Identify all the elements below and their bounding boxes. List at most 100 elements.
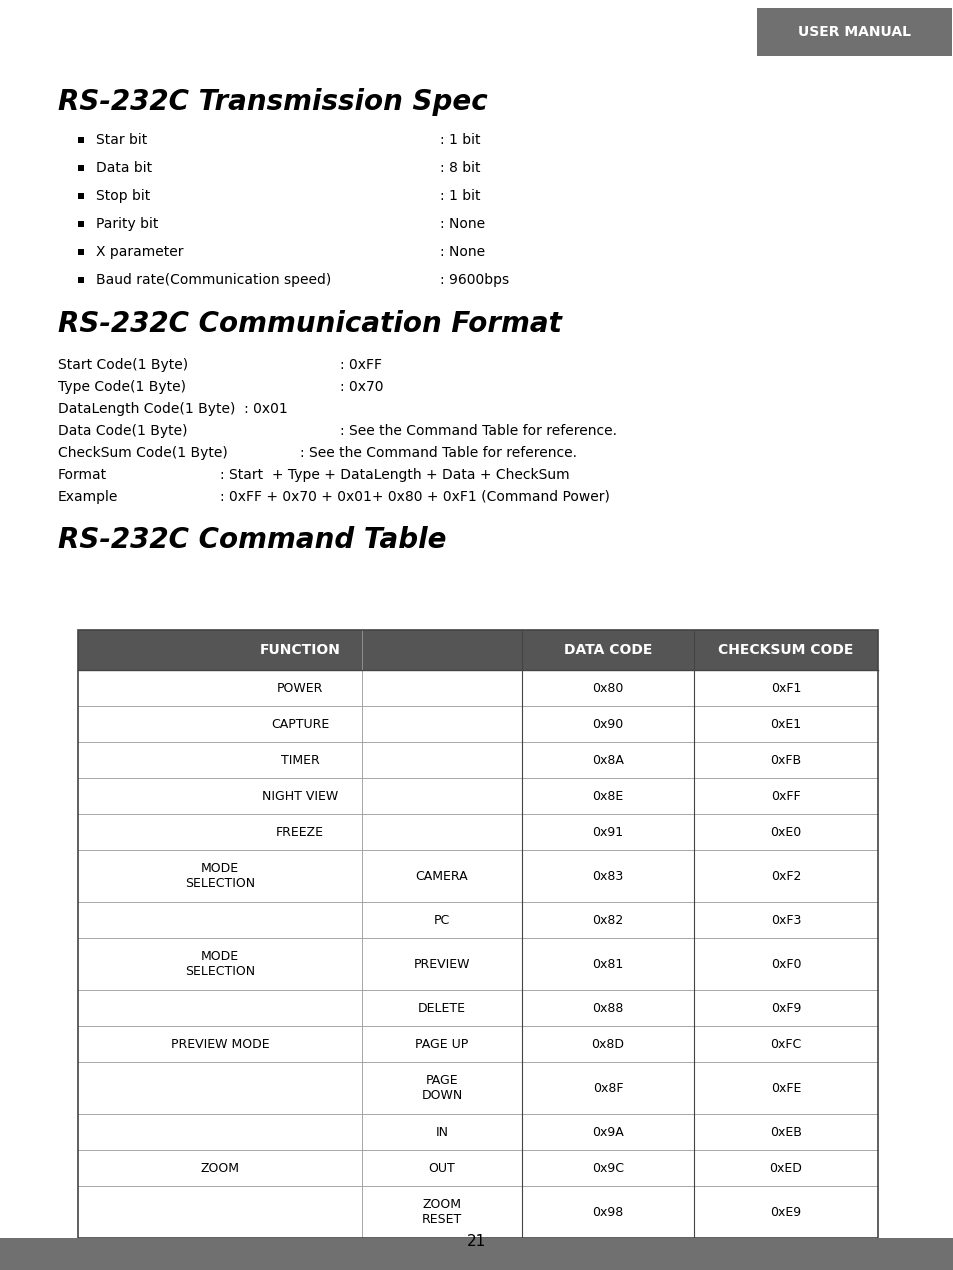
Text: : None: : None: [439, 217, 485, 231]
Text: CHECKSUM CODE: CHECKSUM CODE: [718, 643, 853, 657]
Text: : See the Command Table for reference.: : See the Command Table for reference.: [299, 446, 577, 460]
Text: Star bit: Star bit: [96, 133, 147, 147]
Bar: [78, 742, 877, 779]
Bar: [78, 814, 877, 850]
Text: 0x81: 0x81: [592, 958, 623, 970]
Text: 21: 21: [467, 1234, 486, 1248]
Text: : 0x70: : 0x70: [339, 380, 383, 394]
Text: ZOOM: ZOOM: [200, 1162, 239, 1175]
Text: DataLength Code(1 Byte)  : 0x01: DataLength Code(1 Byte) : 0x01: [58, 403, 288, 417]
Text: 0x90: 0x90: [592, 718, 623, 730]
Text: TIMER: TIMER: [280, 753, 319, 767]
Text: : Start  + Type + DataLength + Data + CheckSum: : Start + Type + DataLength + Data + Che…: [220, 469, 569, 483]
Text: : 1 bit: : 1 bit: [439, 189, 480, 203]
Text: 0xF9: 0xF9: [770, 1002, 801, 1015]
Text: 0x9A: 0x9A: [592, 1125, 623, 1138]
Text: 0xF2: 0xF2: [770, 870, 801, 883]
Text: Parity bit: Parity bit: [96, 217, 158, 231]
Text: FREEZE: FREEZE: [275, 826, 324, 838]
Text: PAGE
DOWN: PAGE DOWN: [421, 1074, 462, 1102]
Bar: [78, 249, 84, 255]
Bar: [78, 1186, 877, 1238]
Text: ZOOM
RESET: ZOOM RESET: [421, 1198, 461, 1226]
Text: PC: PC: [434, 913, 450, 927]
Text: 0x8F: 0x8F: [592, 1082, 622, 1095]
Text: 0x98: 0x98: [592, 1205, 623, 1218]
Text: 0x83: 0x83: [592, 870, 623, 883]
Text: 0xF3: 0xF3: [770, 913, 801, 927]
Bar: [757, 8, 951, 56]
Text: USER MANUAL: USER MANUAL: [797, 25, 910, 39]
Text: MODE
SELECTION: MODE SELECTION: [185, 950, 254, 978]
Text: PAGE UP: PAGE UP: [415, 1038, 468, 1050]
Text: : 9600bps: : 9600bps: [439, 273, 509, 287]
Text: : 1 bit: : 1 bit: [439, 133, 480, 147]
Bar: [78, 991, 877, 1026]
Text: 0xF1: 0xF1: [770, 682, 801, 695]
Text: Example: Example: [58, 490, 118, 504]
Bar: [78, 902, 877, 939]
Text: Data bit: Data bit: [96, 161, 152, 175]
Bar: [78, 1026, 877, 1062]
Bar: [78, 671, 877, 706]
Bar: [78, 277, 84, 283]
Bar: [0, 1238, 953, 1270]
Text: X parameter: X parameter: [96, 245, 183, 259]
Text: 0x88: 0x88: [592, 1002, 623, 1015]
Text: MODE
SELECTION: MODE SELECTION: [185, 862, 254, 890]
Text: 0x82: 0x82: [592, 913, 623, 927]
Text: 0xFF: 0xFF: [770, 790, 800, 803]
Text: DATA CODE: DATA CODE: [563, 643, 652, 657]
Bar: [78, 1151, 877, 1186]
Text: FUNCTION: FUNCTION: [259, 643, 340, 657]
Text: RS-232C Transmission Spec: RS-232C Transmission Spec: [58, 88, 487, 116]
Text: 0xFB: 0xFB: [770, 753, 801, 767]
Text: PREVIEW MODE: PREVIEW MODE: [171, 1038, 269, 1050]
Text: CAMERA: CAMERA: [416, 870, 468, 883]
Text: 0x91: 0x91: [592, 826, 623, 838]
Text: 0x8E: 0x8E: [592, 790, 623, 803]
Text: 0xED: 0xED: [769, 1162, 801, 1175]
Bar: [78, 221, 84, 227]
Bar: [78, 193, 84, 199]
Text: OUT: OUT: [428, 1162, 455, 1175]
Text: 0xE1: 0xE1: [770, 718, 801, 730]
Text: 0xFE: 0xFE: [770, 1082, 801, 1095]
Text: 0x80: 0x80: [592, 682, 623, 695]
Text: : 0xFF + 0x70 + 0x01+ 0x80 + 0xF1 (Command Power): : 0xFF + 0x70 + 0x01+ 0x80 + 0xF1 (Comma…: [220, 490, 609, 504]
Bar: [78, 137, 84, 144]
Bar: [78, 630, 877, 671]
Bar: [78, 1114, 877, 1151]
Text: Data Code(1 Byte): Data Code(1 Byte): [58, 424, 188, 438]
Text: PREVIEW: PREVIEW: [414, 958, 470, 970]
Text: NIGHT VIEW: NIGHT VIEW: [262, 790, 337, 803]
Bar: [78, 706, 877, 742]
Text: : None: : None: [439, 245, 485, 259]
Text: DELETE: DELETE: [417, 1002, 465, 1015]
Text: : 8 bit: : 8 bit: [439, 161, 480, 175]
Text: CheckSum Code(1 Byte): CheckSum Code(1 Byte): [58, 446, 228, 460]
Text: : See the Command Table for reference.: : See the Command Table for reference.: [339, 424, 617, 438]
Text: RS-232C Command Table: RS-232C Command Table: [58, 526, 446, 554]
Text: RS-232C Communication Format: RS-232C Communication Format: [58, 310, 561, 338]
Text: 0xE9: 0xE9: [770, 1205, 801, 1218]
Text: 0xEB: 0xEB: [769, 1125, 801, 1138]
Text: POWER: POWER: [276, 682, 323, 695]
Text: IN: IN: [435, 1125, 448, 1138]
Text: Start Code(1 Byte): Start Code(1 Byte): [58, 358, 188, 372]
Text: : 0xFF: : 0xFF: [339, 358, 381, 372]
Text: Type Code(1 Byte): Type Code(1 Byte): [58, 380, 186, 394]
Bar: [78, 779, 877, 814]
Bar: [78, 165, 84, 171]
Text: 0xE0: 0xE0: [770, 826, 801, 838]
Text: Stop bit: Stop bit: [96, 189, 150, 203]
Bar: [78, 630, 877, 1238]
Text: CAPTURE: CAPTURE: [271, 718, 329, 730]
Text: 0x8A: 0x8A: [592, 753, 623, 767]
Text: Format: Format: [58, 469, 107, 483]
Text: 0xF0: 0xF0: [770, 958, 801, 970]
Text: 0x9C: 0x9C: [592, 1162, 623, 1175]
Text: Baud rate(Communication speed): Baud rate(Communication speed): [96, 273, 331, 287]
Text: 0xFC: 0xFC: [770, 1038, 801, 1050]
Bar: [78, 1062, 877, 1114]
